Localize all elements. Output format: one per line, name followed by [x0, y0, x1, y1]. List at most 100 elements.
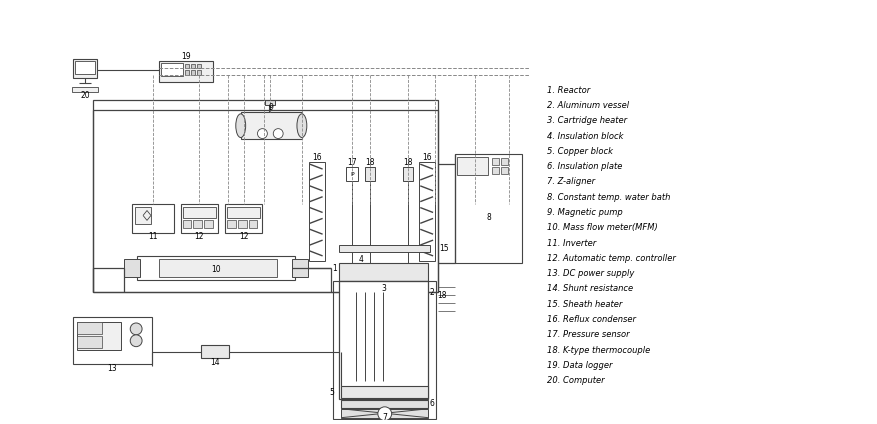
- Bar: [159, 259, 277, 276]
- Bar: [181, 204, 217, 233]
- Bar: [333, 281, 436, 418]
- Text: 16. Reflux condenser: 16. Reflux condenser: [545, 315, 635, 324]
- Bar: [75, 61, 95, 74]
- Text: 7: 7: [381, 413, 387, 422]
- Text: 16: 16: [422, 153, 431, 162]
- Text: 12. Automatic temp. controller: 12. Automatic temp. controller: [545, 254, 674, 263]
- Text: 17. Pressure sensor: 17. Pressure sensor: [545, 330, 629, 339]
- Bar: [226, 220, 236, 228]
- Bar: [135, 206, 151, 224]
- Bar: [159, 61, 213, 82]
- Text: 13. DC power supply: 13. DC power supply: [545, 269, 633, 278]
- Circle shape: [273, 128, 282, 139]
- Text: 9. Magnetic pump: 9. Magnetic pump: [545, 208, 622, 217]
- Text: 11: 11: [148, 232, 158, 241]
- Text: 2: 2: [429, 288, 434, 297]
- Text: 18: 18: [437, 291, 446, 300]
- Bar: [341, 400, 428, 408]
- Text: 8: 8: [487, 213, 491, 222]
- Bar: [160, 63, 182, 76]
- Text: 12: 12: [239, 232, 248, 241]
- Bar: [339, 245, 430, 252]
- Bar: [403, 167, 413, 181]
- Text: 20: 20: [80, 91, 89, 100]
- Circle shape: [257, 128, 267, 139]
- Bar: [73, 59, 96, 78]
- Bar: [197, 64, 201, 68]
- Bar: [77, 322, 121, 350]
- Bar: [339, 263, 428, 281]
- Bar: [93, 100, 438, 293]
- Bar: [309, 162, 324, 261]
- Bar: [492, 167, 499, 174]
- Text: 12: 12: [195, 232, 203, 241]
- Bar: [191, 64, 195, 68]
- Bar: [240, 112, 302, 139]
- Bar: [77, 322, 102, 334]
- Bar: [341, 386, 428, 398]
- Bar: [419, 162, 435, 261]
- Bar: [492, 158, 499, 165]
- Ellipse shape: [236, 114, 246, 137]
- Bar: [501, 158, 508, 165]
- Text: 16: 16: [311, 153, 321, 162]
- Text: 7. Z-aligner: 7. Z-aligner: [545, 177, 594, 187]
- Bar: [193, 220, 202, 228]
- Text: 3. Cartridge heater: 3. Cartridge heater: [545, 116, 626, 125]
- Text: 3: 3: [381, 284, 386, 293]
- Bar: [185, 64, 189, 68]
- Text: 10: 10: [211, 265, 221, 274]
- Text: 4. Insulation block: 4. Insulation block: [545, 131, 623, 140]
- Text: 9: 9: [268, 103, 274, 112]
- Bar: [346, 167, 358, 181]
- Bar: [182, 220, 191, 228]
- Circle shape: [130, 335, 142, 347]
- Text: 19: 19: [182, 52, 191, 61]
- Bar: [73, 317, 152, 364]
- Text: 4: 4: [358, 255, 363, 264]
- Text: 17: 17: [347, 158, 357, 167]
- Text: 14: 14: [210, 358, 219, 367]
- Text: 5: 5: [329, 388, 333, 396]
- Text: P: P: [350, 172, 353, 176]
- Text: 13: 13: [108, 364, 118, 373]
- Bar: [248, 220, 257, 228]
- Bar: [72, 87, 97, 92]
- Text: 18: 18: [403, 158, 413, 167]
- Text: 19. Data logger: 19. Data logger: [545, 361, 611, 370]
- Bar: [197, 70, 201, 75]
- Bar: [191, 70, 195, 75]
- Ellipse shape: [296, 114, 306, 137]
- Bar: [238, 220, 246, 228]
- Text: 14. Shunt resistance: 14. Shunt resistance: [545, 285, 632, 293]
- Bar: [225, 204, 262, 233]
- Bar: [501, 167, 508, 174]
- Text: 11. Inverter: 11. Inverter: [545, 239, 595, 248]
- Bar: [265, 100, 275, 105]
- Bar: [456, 157, 488, 175]
- Bar: [365, 167, 374, 181]
- Text: 1: 1: [332, 264, 337, 273]
- Text: 10. Mass flow meter(MFM): 10. Mass flow meter(MFM): [545, 223, 657, 232]
- Text: 5. Copper block: 5. Copper block: [545, 147, 612, 156]
- Text: 2. Aluminum vessel: 2. Aluminum vessel: [545, 101, 628, 110]
- Text: 20. Computer: 20. Computer: [545, 376, 603, 385]
- Text: 6. Insulation plate: 6. Insulation plate: [545, 162, 621, 171]
- Circle shape: [130, 323, 142, 335]
- Circle shape: [377, 407, 391, 421]
- Text: 6: 6: [429, 399, 434, 408]
- Text: 8. Constant temp. water bath: 8. Constant temp. water bath: [545, 192, 669, 202]
- Text: 15: 15: [438, 243, 448, 253]
- Text: 1. Reactor: 1. Reactor: [545, 86, 589, 95]
- Bar: [182, 206, 216, 218]
- Bar: [137, 256, 295, 279]
- Bar: [185, 70, 189, 75]
- Bar: [77, 336, 102, 348]
- Bar: [132, 204, 174, 233]
- Bar: [292, 259, 308, 276]
- Bar: [204, 220, 213, 228]
- Text: 18: 18: [365, 158, 374, 167]
- Bar: [226, 206, 260, 218]
- Bar: [125, 259, 140, 276]
- Bar: [454, 154, 521, 263]
